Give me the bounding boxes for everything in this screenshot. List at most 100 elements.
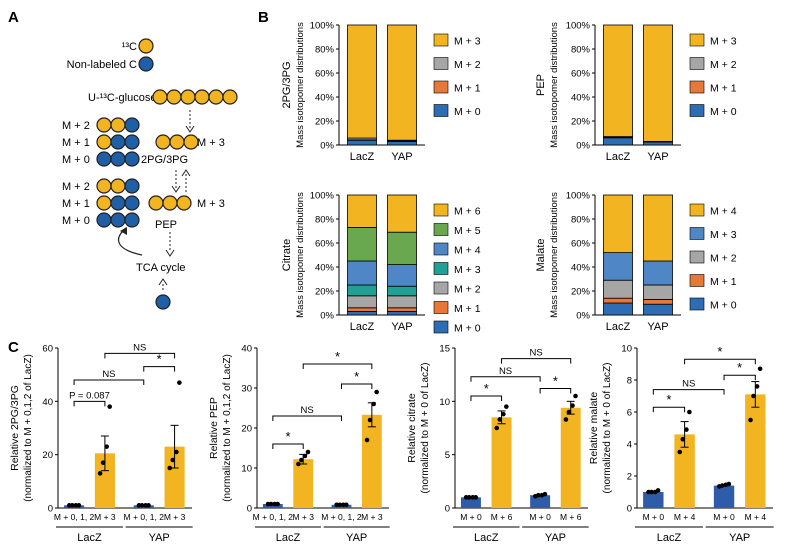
group-label: YAP: [729, 532, 750, 544]
data-bar: [361, 414, 382, 508]
legend-swatch: [433, 281, 449, 295]
y-axis-sublabel: (normalized to M + 0,1,2 of LacZ): [23, 354, 34, 502]
m1-label: M + 1: [62, 198, 90, 210]
y-tick-label: 100%: [310, 191, 335, 202]
significance-label: *: [354, 369, 359, 384]
y-tick-label: 0%: [320, 141, 334, 152]
legend-label: M + 4: [454, 245, 481, 257]
pg-label: 2PG/3PG: [141, 154, 188, 166]
significance-bracket: [272, 443, 304, 449]
legend-label: M + 1: [710, 276, 737, 288]
data-point: [566, 409, 572, 415]
data-point: [757, 366, 763, 372]
pep-m1-carbon: [124, 195, 140, 211]
glucose-carbon: [194, 89, 210, 105]
y-tick-label: 6: [627, 408, 632, 419]
data-point: [337, 502, 342, 508]
y-axis-sublabel: (normalized to M + 0 of LacZ): [420, 363, 431, 494]
glucose-carbon: [222, 89, 238, 105]
stacked-segment: [643, 260, 673, 286]
y-tick-label: 60%: [571, 239, 591, 250]
bar-chart-3: 0 5 10 15 Relative citrate (normalized to M +…: [406, 344, 589, 544]
m2-label: M + 2: [62, 120, 90, 132]
pep-m2-carbon: [124, 178, 140, 194]
m0-label: M + 0: [62, 154, 90, 166]
pg-m2-carbon: [110, 117, 126, 133]
stacked-segment: [643, 303, 673, 316]
y-tick-label: 100%: [566, 191, 591, 202]
y-axis-label: Relative citrate: [406, 393, 418, 463]
data-point: [299, 457, 304, 463]
pep-m3-carbon: [176, 195, 192, 211]
data-point: [726, 481, 732, 487]
y-tick-label: 40%: [315, 263, 335, 274]
pep-label: PEP: [155, 219, 177, 231]
arrow-head-icon: [171, 185, 181, 193]
x-tick-label: M + 0, 1, 2: [321, 512, 362, 522]
m2-label: M + 2: [62, 181, 90, 193]
y-axis-label: Relative PEP: [208, 397, 220, 459]
x-tick-label: M + 3: [94, 512, 116, 522]
y-tick-label: 2: [627, 472, 632, 483]
stacked-chart-pep: 0% 20% 40% 60% 80% 100% PEP Mass isotopomer dis…: [535, 21, 737, 164]
legend-label: M + 0: [710, 300, 737, 312]
stacked-segment: [603, 194, 633, 253]
x-tick-label: M + 3: [292, 512, 314, 522]
legend-label: M + 0: [454, 106, 481, 118]
legend-swatch: [433, 242, 449, 256]
significance-bracket: [104, 352, 176, 359]
data-bar: [94, 453, 115, 508]
significance-label: P = 0.087: [69, 390, 110, 401]
legend-swatch: [433, 203, 449, 217]
significance-label: NS: [133, 342, 146, 353]
pg-m3-carbon: [155, 134, 171, 150]
arrow-head-icon: [120, 227, 127, 235]
data-point: [296, 461, 301, 467]
stacked-segment: [603, 252, 633, 281]
data-bar: [293, 459, 314, 508]
data-point: [343, 502, 349, 508]
significance-bracket: [652, 389, 725, 395]
bar-chart-1: 0 20 40 60 Relative 2PG/3PG (normalized to M …: [9, 342, 193, 544]
significance-bracket: [73, 400, 106, 407]
stacked-segment: [603, 297, 633, 304]
stacked-segment: [347, 226, 377, 262]
stacked-segment: [347, 24, 377, 139]
data-point: [97, 471, 103, 476]
significance-bracket: [73, 379, 145, 385]
data-point: [754, 384, 760, 389]
legend-swatch: [689, 250, 705, 264]
glucose-carbon: [166, 89, 182, 105]
data-point: [170, 457, 176, 463]
legend-swatch: [433, 57, 449, 70]
legend-label: M + 2: [710, 253, 737, 265]
pg-m1-carbon: [124, 134, 140, 150]
group-label: LacZ: [276, 532, 301, 544]
pg-m1-carbon: [110, 134, 126, 150]
legend-swatch: [433, 262, 449, 275]
data-point: [302, 453, 308, 459]
m3-label: M + 3: [197, 198, 225, 210]
data-bar: [460, 497, 481, 508]
stacked-segment: [387, 194, 417, 233]
arrow-head-icon: [165, 249, 175, 257]
significance-bracket: [272, 415, 342, 421]
legend-label: M + 1: [454, 83, 481, 95]
stacked-segment: [347, 194, 377, 228]
significance-bracket: [143, 366, 176, 372]
stacked-isotopomer-charts: 0%20%40%60%80%100%2PG/3PG Mass isotopomer…: [281, 21, 737, 335]
pep-m0-carbon: [96, 212, 112, 228]
bar-chart-2: 0 10 20 30 40 Relative PEP (normalized to M + …: [208, 344, 390, 544]
significance-label: NS: [301, 405, 314, 416]
glucose-carbon: [152, 89, 168, 105]
significance-bracket: [723, 374, 756, 381]
y-tick-label: 40%: [571, 93, 591, 104]
data-point: [573, 393, 578, 399]
legend-label: M + 1: [454, 303, 481, 315]
significance-label: *: [335, 349, 340, 364]
significance-label: *: [157, 352, 162, 367]
significance-bracket: [302, 363, 373, 369]
significance-bracket: [684, 358, 756, 365]
stacked-segment: [347, 307, 377, 312]
